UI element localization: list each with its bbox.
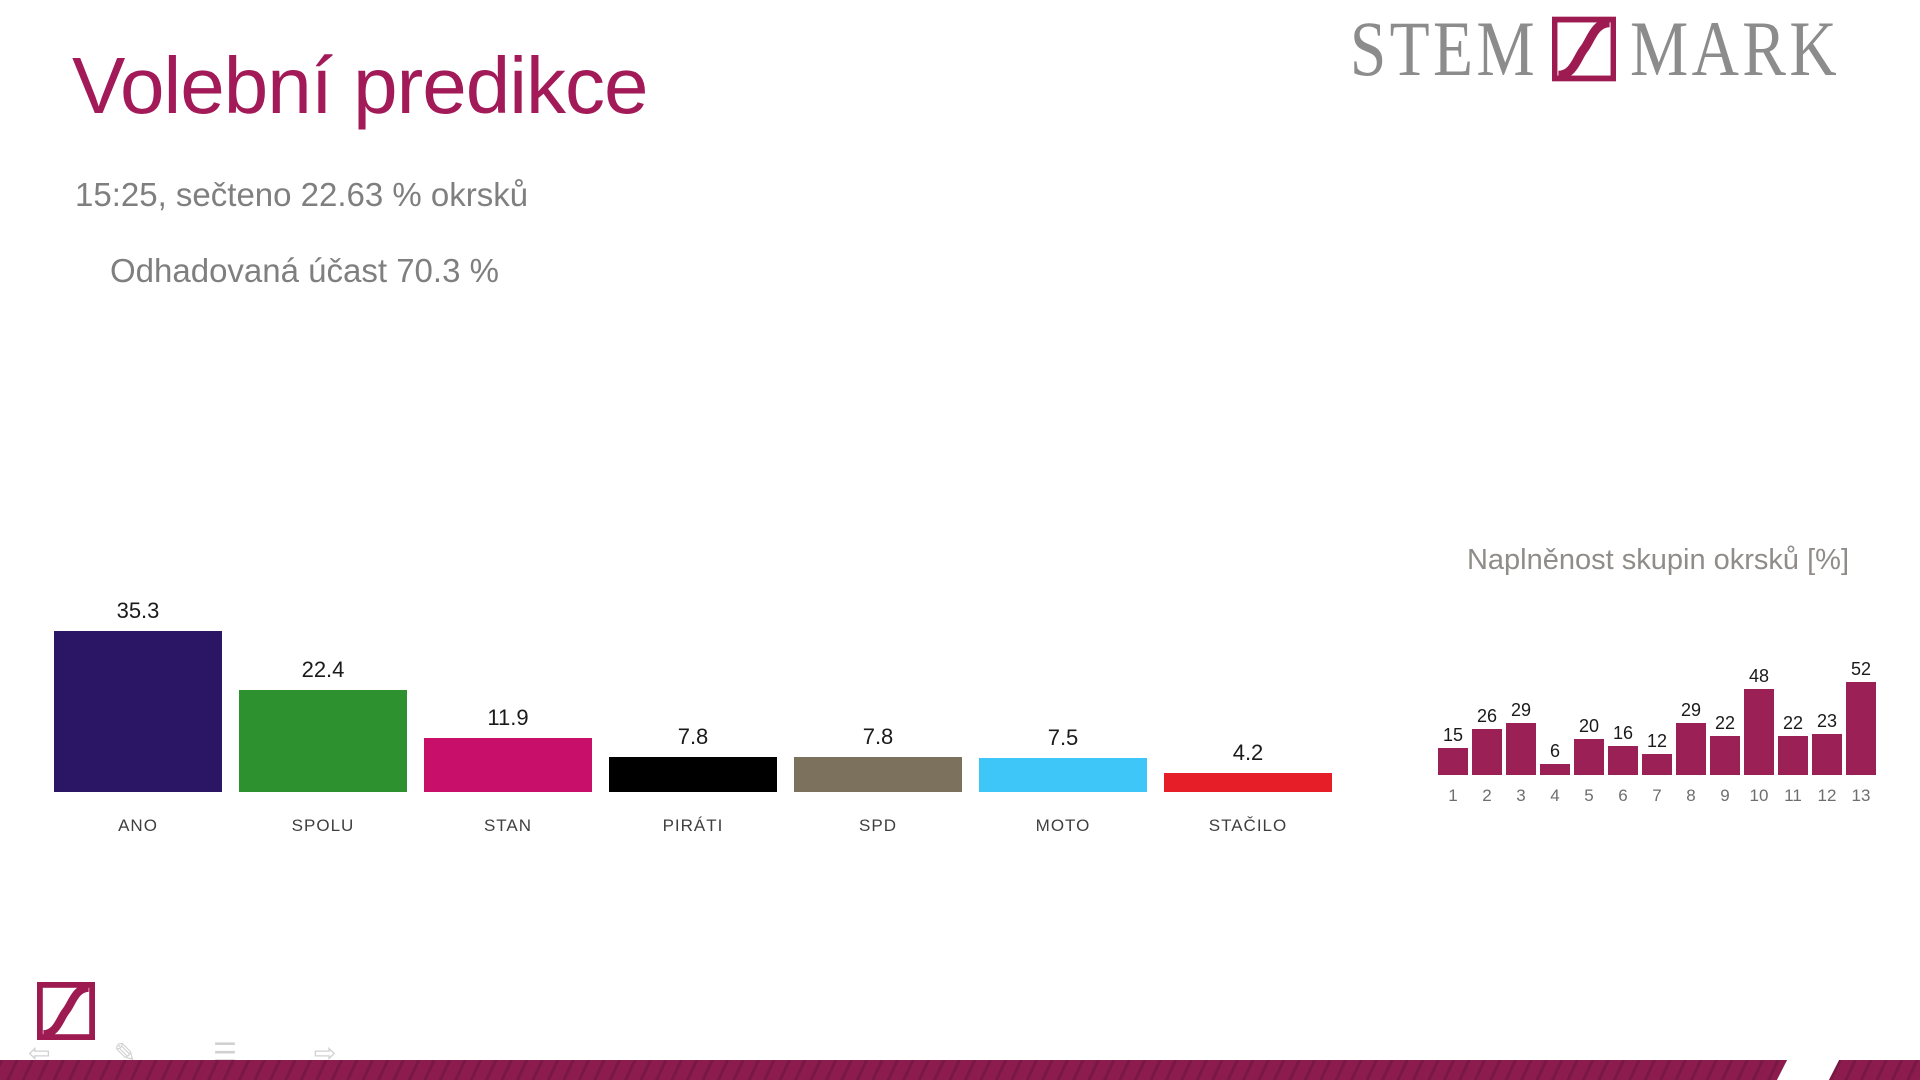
counted-status-text: 15:25, sečteno 22.63 % okrsků [75, 176, 529, 213]
next-slide-arrow-icon[interactable]: ⇨ [313, 1037, 337, 1069]
election-prediction-chart: 35.3 ANO 22.4 SPOLU 11.9 STAN 7.8 PIRÁTI 7.8 SPD 7… [54, 536, 1332, 836]
bar-6 [1608, 746, 1638, 775]
group-completion-column: 12 7 [1642, 645, 1672, 810]
bottom-ribbon [0, 1060, 1920, 1080]
bar-value-label: 7.8 [862, 724, 894, 749]
election-prediction-column: 4.2 STAČILO [1164, 536, 1332, 836]
bar-category-label: 10 [1749, 786, 1769, 805]
bar-SPD [794, 757, 962, 792]
election-prediction-column: 7.8 SPD [794, 536, 962, 836]
bar-value-label: 7.5 [1047, 725, 1079, 750]
bar-category-label: 8 [1686, 786, 1696, 805]
bar-category-label: 9 [1720, 786, 1730, 805]
bar-category-label: 7 [1652, 786, 1662, 805]
bar-category-label: 2 [1482, 786, 1492, 805]
bar-4 [1540, 764, 1570, 775]
bar-value-label: 16 [1612, 723, 1634, 743]
election-prediction-column: 35.3 ANO [54, 536, 222, 836]
election-prediction-column: 7.8 PIRÁTI [609, 536, 777, 836]
page-title: Volební predikce [72, 41, 649, 130]
group-completion-column: 23 12 [1812, 645, 1842, 810]
group-completion-column: 29 8 [1676, 645, 1706, 810]
bar-category-label: 1 [1448, 786, 1458, 805]
previous-slide-arrow-icon[interactable]: ⇦ [28, 1037, 51, 1069]
bar-category-label: STAČILO [1208, 816, 1288, 835]
bar-value-label: 7.8 [677, 724, 709, 749]
bar-category-label: 5 [1584, 786, 1594, 805]
stemmark-corner-logo-icon [37, 982, 95, 1040]
bar-category-label: 11 [1784, 786, 1802, 805]
bar-category-label: MOTO [1035, 816, 1091, 835]
pen-tool-icon[interactable]: ✎ [113, 1037, 137, 1069]
election-prediction-column: 7.5 MOTO [979, 536, 1147, 836]
bar-1 [1438, 748, 1468, 775]
bar-value-label: 48 [1748, 666, 1770, 686]
bar-category-label: ANO [118, 816, 158, 835]
bar-value-label: 20 [1578, 716, 1600, 736]
stemmark-scurve-icon [1551, 16, 1616, 82]
bar-category-label: SPOLU [291, 816, 355, 835]
bar-11 [1778, 736, 1808, 775]
bar-value-label: 22 [1714, 713, 1736, 733]
bar-MOTO [979, 758, 1147, 792]
bar-value-label: 4.2 [1232, 740, 1264, 765]
bar-PIRÁTI [609, 757, 777, 792]
bar-category-label: 3 [1516, 786, 1526, 805]
bar-category-label: 13 [1851, 786, 1871, 805]
bar-category-label: SPD [859, 816, 897, 835]
bar-value-label: 29 [1680, 700, 1702, 720]
bar-8 [1676, 723, 1706, 775]
bar-value-label: 22.4 [301, 657, 345, 682]
bar-7 [1642, 754, 1672, 775]
group-completion-column: 15 1 [1438, 645, 1468, 810]
bar-9 [1710, 736, 1740, 775]
bar-value-label: 52 [1850, 659, 1872, 679]
bar-value-label: 11.9 [487, 705, 529, 730]
group-completion-column: 22 9 [1710, 645, 1740, 810]
bar-value-label: 29 [1510, 700, 1532, 720]
election-prediction-column: 11.9 STAN [424, 536, 592, 836]
bar-3 [1506, 723, 1536, 775]
estimated-turnout-text: Odhadovaná účast 70.3 % [110, 252, 499, 289]
group-completion-column: 48 10 [1744, 645, 1774, 810]
bar-value-label: 6 [1549, 741, 1560, 761]
bar-10 [1744, 689, 1774, 775]
group-completion-column: 20 5 [1574, 645, 1604, 810]
bar-category-label: PIRÁTI [662, 816, 724, 835]
bar-STAČILO [1164, 773, 1332, 792]
bar-value-label: 12 [1646, 731, 1668, 751]
stemmark-logo: STEM MARK [1314, 10, 1880, 88]
group-completion-column: 22 11 [1778, 645, 1808, 810]
bar-12 [1812, 734, 1842, 775]
logo-word-mark: MARK [1629, 5, 1840, 92]
bar-STAN [424, 738, 592, 792]
bar-category-label: 12 [1817, 786, 1837, 805]
group-completion-chart: 15 1 26 2 29 3 6 4 20 5 16 6 12 7 29 8 22 9 48 10 22 11 23 12 52… [1438, 645, 1876, 810]
bar-value-label: 15 [1442, 725, 1464, 745]
group-completion-column: 52 13 [1846, 645, 1876, 810]
bar-2 [1472, 729, 1502, 775]
logo-word-stem: STEM [1349, 5, 1538, 92]
bar-category-label: 4 [1550, 786, 1560, 805]
group-completion-column: 29 3 [1506, 645, 1536, 810]
group-completion-column: 26 2 [1472, 645, 1502, 810]
bottom-ribbon-gap [1776, 1060, 1840, 1080]
bar-value-label: 35.3 [116, 598, 160, 623]
bar-category-label: 6 [1618, 786, 1628, 805]
bar-category-label: STAN [483, 816, 533, 835]
bar-ANO [54, 631, 222, 792]
groups-chart-title: Naplněnost skupin okrsků [%] [1466, 544, 1850, 576]
group-completion-column: 16 6 [1608, 645, 1638, 810]
bar-value-label: 22 [1782, 713, 1804, 733]
bar-13 [1846, 682, 1876, 775]
bar-5 [1574, 739, 1604, 775]
bar-SPOLU [239, 690, 407, 792]
bar-value-label: 26 [1476, 706, 1498, 726]
election-prediction-column: 22.4 SPOLU [239, 536, 407, 836]
bar-value-label: 23 [1816, 711, 1838, 731]
